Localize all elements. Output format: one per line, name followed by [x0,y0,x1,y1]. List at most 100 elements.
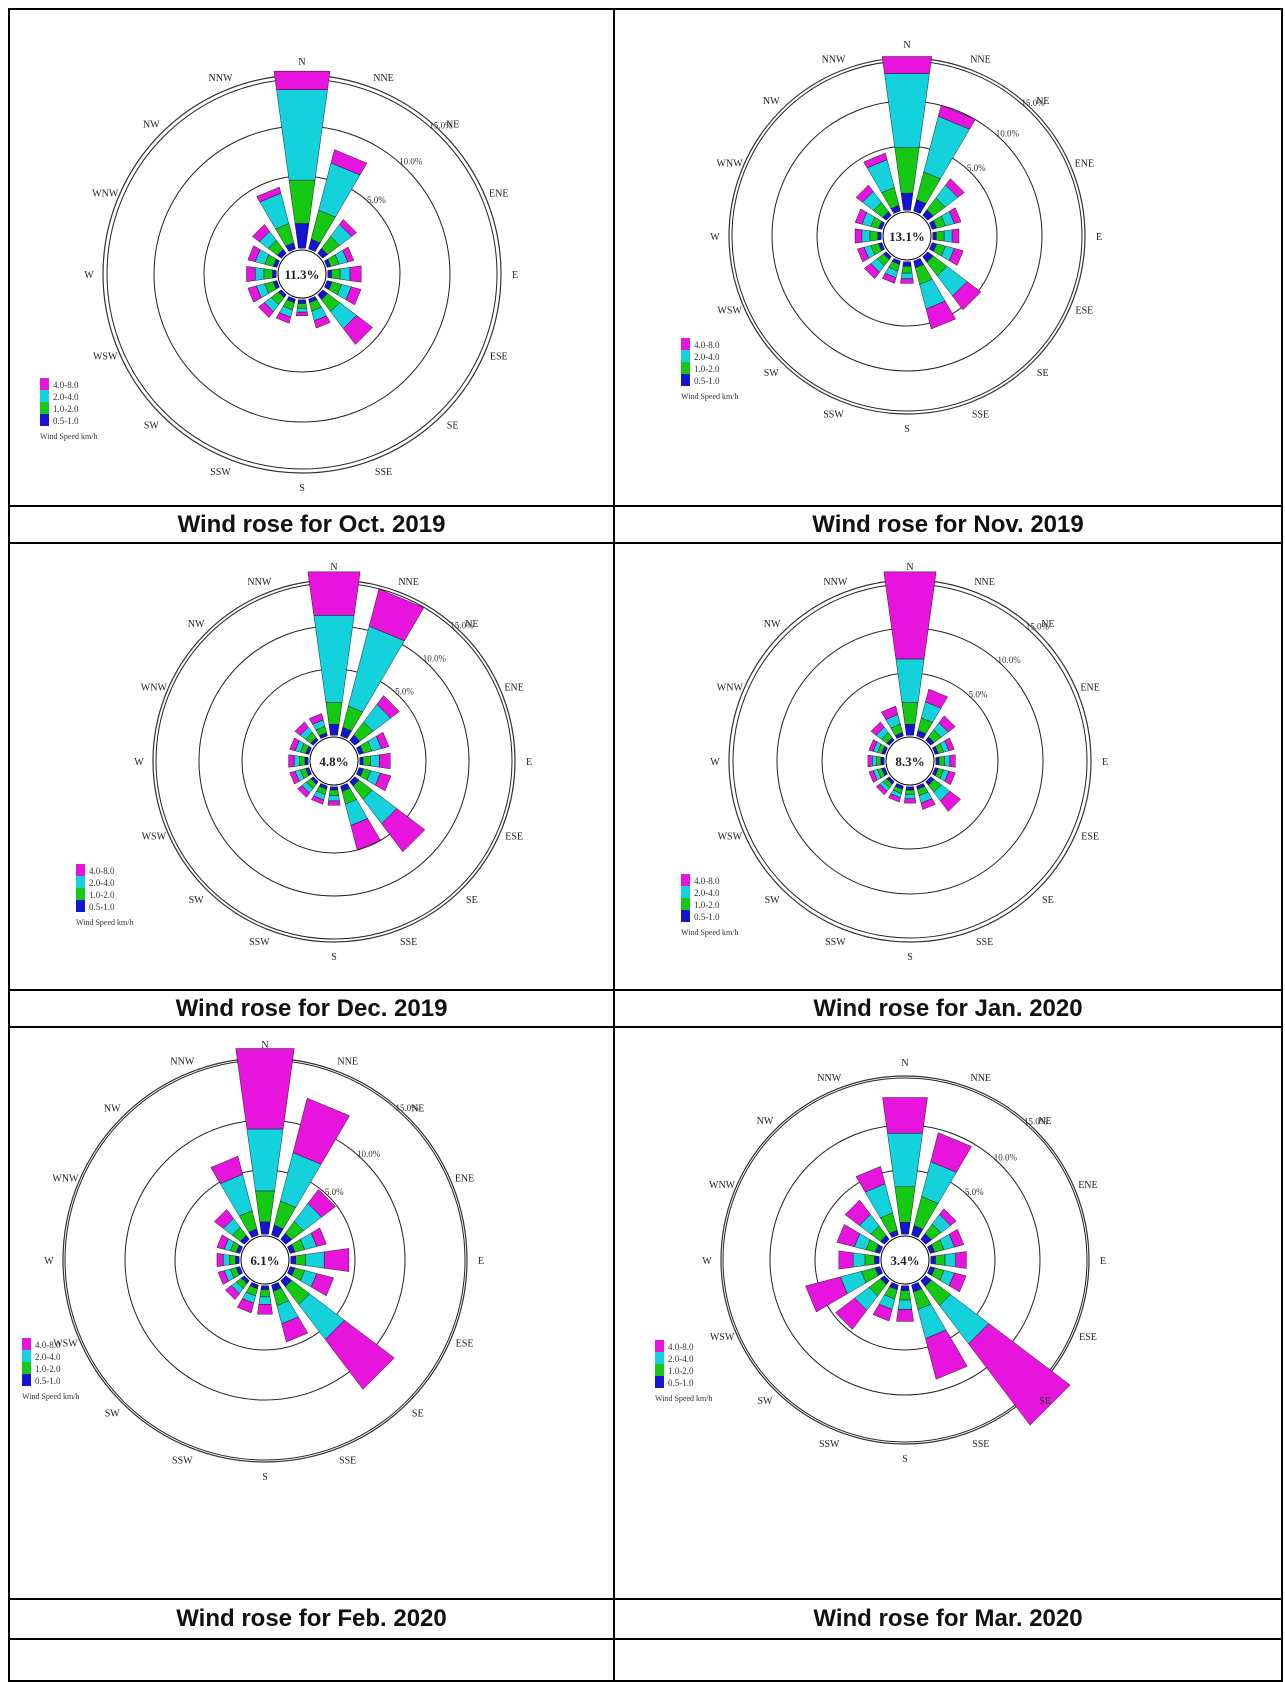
legend-swatch [22,1338,31,1350]
direction-label-w: W [134,757,144,768]
wind-rose-bar-s [259,1289,271,1298]
wind-rose-bar-e [305,1251,325,1269]
wind-rose-bar-nw [855,184,874,203]
calm-percent-label: 13.1% [889,229,925,244]
wind-rose-bar-s [899,1290,911,1301]
wind-rose-bar-w [299,756,306,766]
wind-rose-bar-s [900,278,914,284]
wind-rose-bar-ese [944,770,956,786]
legend-swatch [22,1374,31,1386]
wind-rose-panel: 5.0% 10.0% 15.0% 8.3% N NNE NE ENE E ESE SE SSE S SSW… [615,544,1281,989]
calm-circle [277,249,327,299]
wind-rose-bar-n [883,571,937,660]
direction-label-nw: NW [188,619,205,630]
legend-entry: 4.0-8.0 [35,1340,61,1350]
ring-label: 5.0% [395,687,414,697]
table-border-horizontal [8,542,1283,544]
wind-rose-bar-wsw [857,246,869,263]
calm-circle [309,736,359,786]
direction-label-nw: NW [763,96,780,107]
wind-rose-bar-s [329,789,339,796]
wind-rose-bar-w [222,1253,230,1267]
direction-label-wsw: WSW [710,1332,735,1343]
wind-rose-bar-s [896,1309,914,1322]
wind-rose-bar-n [887,1133,923,1187]
wind-rose-bar-n [894,1186,916,1223]
wind-rose-bar-e [943,229,953,243]
legend-entry: 4.0-8.0 [694,876,720,886]
wind-rose-bar-s [905,786,915,791]
wind-rose-bar-w [229,1254,236,1266]
direction-label-nnw: NNW [209,73,233,84]
direction-label-n: N [330,562,337,573]
legend-entry: 4.0-8.0 [53,380,79,390]
legend-entry: 2.0-4.0 [53,392,79,402]
direction-label-ne: NE [446,119,459,130]
wind-rose-bar-n [325,702,343,725]
direction-label-ene: ENE [1078,1180,1097,1191]
chart-caption: Wind rose for Dec. 2019 [175,995,448,1022]
wind-rose-bar-nnw [256,186,282,203]
wind-rose-bar-ene [949,207,962,224]
wind-rose-bar-s [897,1299,913,1310]
wind-rose-bar-nnw [855,1166,886,1193]
direction-label-s: S [904,424,910,435]
wind-rose-panel: 5.0% 10.0% 15.0% 13.1% N NNE NE ENE E ESE SE SSE S SS… [615,10,1281,505]
direction-label-ese: ESE [1079,1332,1097,1343]
direction-label-wnw: WNW [141,682,168,693]
ring-label: 5.0% [325,1187,344,1197]
wind-rose-bar-wnw [289,737,300,752]
direction-label-ne: NE [411,1103,424,1114]
direction-label-ene: ENE [1080,682,1099,693]
direction-label-ssw: SSW [172,1456,193,1467]
wind-rose-bar-w [877,231,882,241]
wind-rose-bar-e [944,1252,956,1268]
legend-title: Wind Speed km/h [655,1394,712,1403]
wind-rose-bar-e [930,1255,936,1265]
direction-label-wnw: WNW [709,1180,736,1191]
wind-rose-bar-ssw [311,795,325,805]
ring-label: 15.0% [1026,621,1050,631]
legend-swatch [655,1352,664,1364]
wind-rose-bar-e [323,1248,350,1272]
direction-label-wnw: WNW [717,682,744,693]
direction-label-nne: NNE [398,577,419,588]
wind-rose-bar-nne [348,625,405,713]
wind-rose-bar-e [944,755,951,767]
legend-swatch [22,1362,31,1374]
wind-rose-bar-sse [925,300,956,330]
wind-rose-bar-w [872,755,877,767]
legend-swatch [681,374,690,386]
direction-label-sse: SSE [976,937,993,948]
wind-rose-bar-s [904,794,916,799]
chart-caption: Wind rose for Feb. 2020 [176,1605,447,1632]
direction-label-nne: NNE [970,55,991,66]
direction-label-ssw: SSW [825,937,846,948]
direction-label-s: S [262,1472,268,1483]
legend-entry: 1.0-2.0 [694,364,720,374]
direction-label-se: SE [1042,895,1054,906]
wind-rose-bar-s [900,272,914,280]
legend-swatch [681,338,690,350]
wind-rose-bar-e [932,231,937,241]
wind-rose-bar-n [259,1221,271,1235]
wind-rose-bar-e [295,1254,306,1266]
direction-label-ese: ESE [505,832,523,843]
legend-swatch [681,362,690,374]
table-border-horizontal [8,1598,1283,1600]
direction-label-n: N [903,40,910,51]
wind-rose-bar-e [359,756,364,766]
direction-label-e: E [1102,757,1108,768]
wind-rose-bar-ene [376,731,390,749]
direction-label-sse: SSE [972,1439,989,1450]
direction-label-e: E [512,270,518,281]
direction-label-wsw: WSW [142,832,167,843]
wind-rose-bar-w [874,1255,880,1265]
wind-rose-bar-sw [875,783,888,796]
wind-rose-bar-s [327,800,341,806]
wind-rose-bar-e [935,230,945,242]
wind-rose-chart: 5.0% 10.0% 15.0% 3.4% N NNE NE ENE E ESE SE SSE S SSW… [655,1058,1106,1465]
wind-rose-bar-sse [350,818,381,851]
wind-rose-bar-s [902,261,912,267]
wind-rose-bar-n [288,179,316,224]
